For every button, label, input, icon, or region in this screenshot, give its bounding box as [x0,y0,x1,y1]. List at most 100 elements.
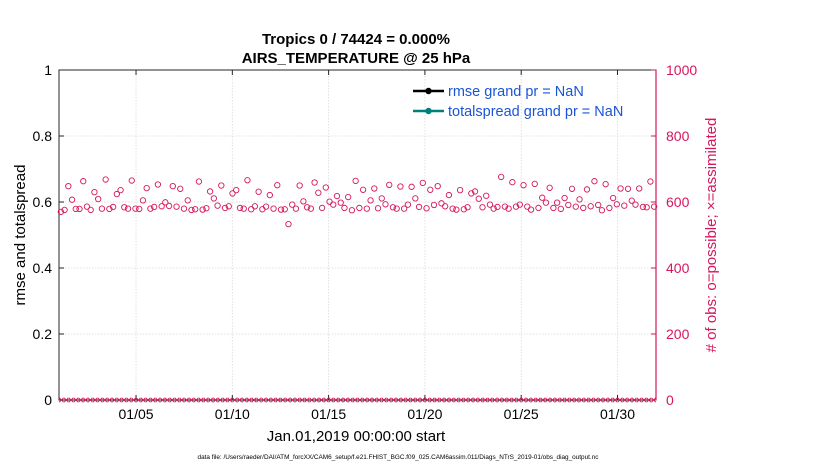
possible-obs-point [412,195,419,202]
assimilated-obs-point [602,397,609,403]
possible-obs-series [57,173,658,228]
possible-obs-point [591,178,598,185]
possible-obs-point [386,181,393,188]
possible-obs-point [647,178,654,185]
possible-obs-point [57,208,65,216]
y-left-tick-label: 1 [44,62,52,78]
possible-obs-point [494,203,501,211]
assimilated-obs-point [453,397,459,403]
possible-obs-point [289,201,296,208]
assimilated-obs-point [275,397,281,403]
possible-obs-point [274,182,281,189]
assimilated-obs-point [294,397,300,403]
assimilated-obs-point [212,397,219,403]
assimilated-obs-point [87,397,93,403]
possible-obs-point [352,177,359,185]
possible-obs-point [583,186,591,193]
assimilated-obs-point [530,397,536,403]
assimilated-obs-point [540,397,546,403]
assimilated-obs-point [140,397,146,403]
possible-obs-point [572,203,579,210]
assimilated-obs-point [188,397,194,403]
possible-obs-point [87,206,94,214]
assimilated-obs-point [545,397,551,403]
possible-obs-point [468,190,475,197]
possible-obs-point [206,188,214,195]
assimilated-obs-point [448,397,454,403]
assimilated-obs-point [333,397,339,403]
possible-obs-point [165,202,173,210]
possible-obs-point [311,179,318,186]
possible-obs-point [449,205,456,212]
possible-obs-point [427,186,434,193]
possible-obs-point [341,204,348,212]
assimilated-obs-point [135,397,141,403]
assimilated-obs-point [405,397,411,403]
possible-obs-point [124,205,132,212]
assimilated-obs-point [458,397,464,403]
assimilated-obs-point [371,397,377,403]
possible-obs-point [557,205,565,213]
possible-obs-point [367,197,374,204]
assimilated-obs-point [323,397,329,403]
assimilated-obs-point [121,397,127,403]
assimilated-obs-point [395,397,401,403]
assimilated-obs-point [636,397,642,403]
possible-obs-point [203,205,210,212]
possible-obs-point [333,192,341,200]
assimilated-obs-point [376,397,382,403]
possible-obs-point [613,201,620,208]
possible-obs-point [184,197,191,204]
possible-obs-point [322,184,329,191]
possible-obs-point [434,183,441,190]
assimilated-obs-point [477,397,483,403]
possible-obs-point [542,199,550,206]
possible-obs-point [505,205,512,212]
assimilated-obs-point [352,397,358,403]
possible-obs-point [546,184,553,191]
assimilated-obs-point [521,397,527,403]
y-left-tick-label: 0.2 [33,326,53,342]
assimilated-obs-point [583,397,589,403]
assimilated-obs-point [410,397,416,403]
assimilated-obs-point [92,397,98,403]
possible-obs-point [113,190,120,198]
possible-obs-point [509,179,516,186]
possible-obs-point [419,179,426,187]
possible-obs-point [453,206,460,213]
assimilated-obs-point [73,397,79,403]
assimilated-obs-point [641,397,647,403]
assimilated-obs-point [554,397,560,403]
possible-obs-point [236,204,244,212]
assimilated-obs-point [463,397,469,403]
assimilated-obs-point [593,397,599,403]
possible-obs-point [180,205,188,212]
assimilated-obs-point [63,397,69,403]
assimilated-obs-point [612,397,618,403]
possible-obs-point [512,203,520,210]
possible-obs-point [479,204,486,211]
possible-obs-point [255,188,262,195]
assimilated-obs-point [261,397,267,403]
possible-obs-point [330,201,337,208]
possible-obs-point [442,203,449,210]
assimilated-obs-point [419,397,426,403]
assimilated-obs-point [179,397,185,403]
possible-obs-point [128,177,135,184]
possible-obs-point [650,203,658,210]
possible-obs-point [565,201,572,209]
possible-obs-point [345,193,352,201]
possible-obs-point [162,199,169,206]
assimilated-obs-point [150,397,156,403]
possible-obs-point [177,185,184,192]
assimilated-obs-point [617,397,623,403]
assimilated-obs-point [193,397,199,403]
assimilated-obs-point [492,397,498,403]
assimilated-obs-point [646,397,652,403]
assimilated-obs-point [598,397,604,403]
possible-obs-point [400,205,408,212]
assimilated-obs-point [304,397,310,403]
y-axis-left-label: rmse and totalspread [12,165,29,306]
assimilated-obs-point [559,397,565,403]
